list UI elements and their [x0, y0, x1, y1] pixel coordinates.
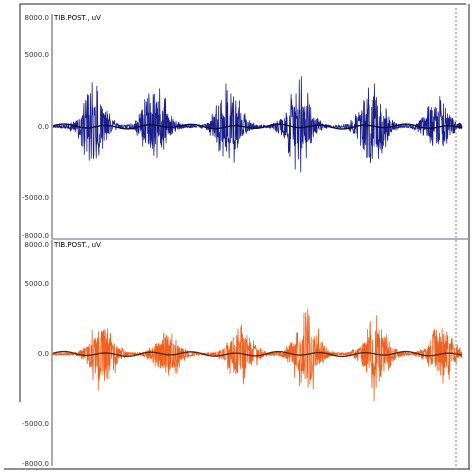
channel-2-panel: TIB.POST., uV 8000.0 5000.0 0.0 -5000.0 … — [22, 240, 463, 468]
channel-1-panel: TIB.POST., uV 8000.0 5000.0 0.0 -5000.0 … — [22, 14, 463, 240]
channel-1-baseline-trace — [52, 123, 463, 130]
channel-1-tick-0: 0.0 — [38, 123, 49, 131]
channel-2-tick-minus-5000: -5000.0 — [22, 420, 49, 428]
channel-2-label: TIB.POST., uV — [53, 241, 101, 249]
channel-2-tick-5000: 5000.0 — [25, 280, 50, 288]
channel-1-tick-minus-5000: -5000.0 — [22, 194, 49, 202]
channel-2-tick-minus-8000: -8000.0 — [22, 460, 49, 468]
channel-2-tick-8000: 8000.0 — [25, 241, 50, 249]
channel-1-label: TIB.POST., uV — [53, 14, 101, 22]
channel-2-tick-0: 0.0 — [38, 350, 49, 358]
channel-1-tick-5000: 5000.0 — [25, 51, 50, 59]
channel-2-baseline-trace — [52, 350, 463, 358]
channel-1-tick-8000: 8000.0 — [25, 14, 50, 22]
channel-1-tick-minus-8000: -8000.0 — [22, 232, 49, 240]
